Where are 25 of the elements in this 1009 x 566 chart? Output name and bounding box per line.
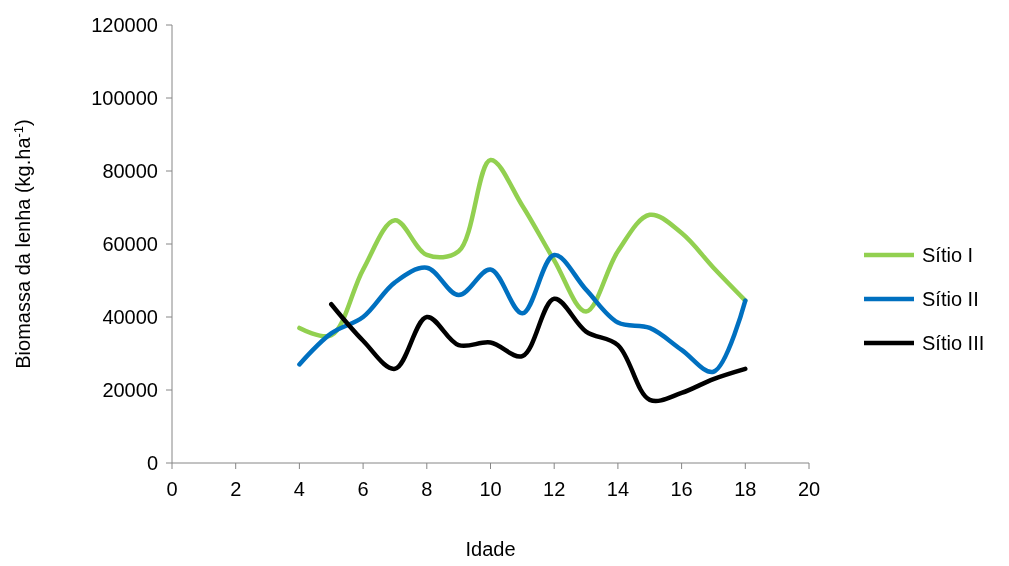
y-tick-label: 0	[146, 452, 158, 474]
y-tick-label: 40000	[102, 306, 158, 328]
x-tick-label: 16	[670, 478, 693, 500]
y-tick-label: 100000	[91, 87, 158, 109]
line-series	[297, 157, 748, 339]
x-tick-label: 10	[479, 478, 502, 500]
x-tick-label: 4	[293, 478, 305, 500]
x-tick-label: 2	[230, 478, 242, 500]
x-tick-label: 0	[166, 478, 178, 500]
x-tick-label: 6	[357, 478, 369, 500]
line-series	[329, 296, 748, 404]
x-tick-label: 8	[421, 478, 433, 500]
legend-label: Sítio I	[922, 244, 974, 266]
y-tick-label: 80000	[102, 160, 158, 182]
x-tick-label: 18	[734, 478, 757, 500]
x-axis-title: Idade	[465, 538, 516, 560]
x-tick-label: 20	[797, 478, 821, 500]
legend-label: Sítio III	[922, 332, 985, 354]
legend-label: Sítio II	[922, 288, 979, 310]
y-tick-label: 120000	[91, 14, 158, 36]
y-tick-label: 60000	[102, 233, 158, 255]
y-tick-label: 20000	[102, 379, 158, 401]
x-tick-label: 14	[606, 478, 630, 500]
x-tick-label: 12	[543, 478, 566, 500]
line-series	[297, 252, 748, 374]
